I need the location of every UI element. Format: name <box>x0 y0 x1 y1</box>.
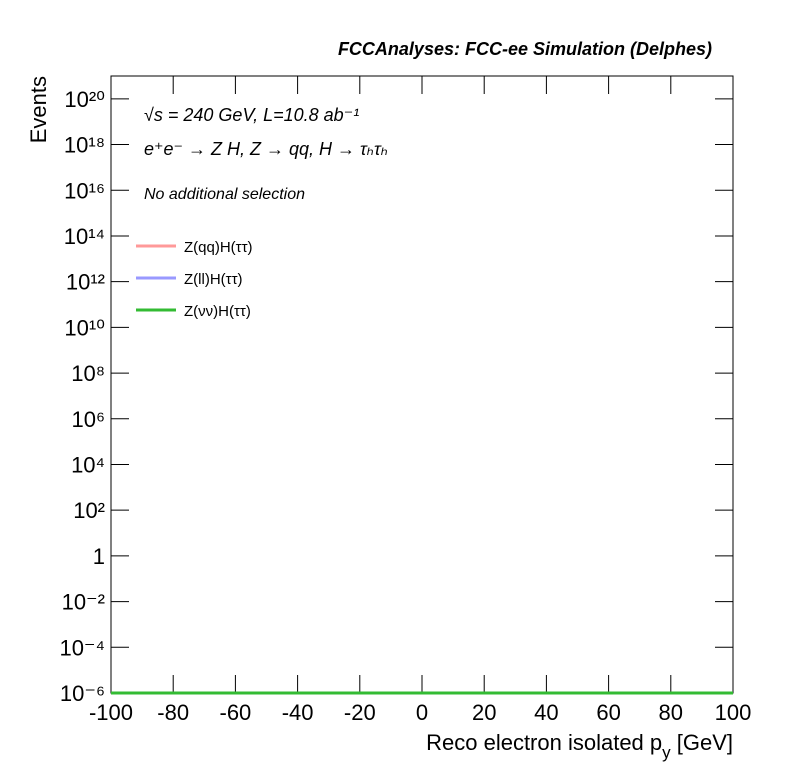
x-tick-label: -40 <box>282 700 314 725</box>
x-label-subscript: y <box>662 743 671 762</box>
y-tick-label: 10¹² <box>66 270 105 295</box>
x-label-unit: [GeV] <box>671 730 733 755</box>
x-tick-label: 40 <box>534 700 558 725</box>
plot-frame <box>110 75 734 694</box>
y-tick-label: 10⁻⁶ <box>60 681 105 706</box>
legend-label: Z(qq)H(ττ) <box>184 239 253 256</box>
x-tick-label: 60 <box>596 700 620 725</box>
annotation: e⁺e⁻ → Z H, Z → qq, H → τₕτₕ <box>144 139 388 159</box>
y-tick-label: 10¹⁸ <box>64 133 105 158</box>
x-tick-label: -100 <box>89 700 133 725</box>
y-tick-label: 10⁻⁴ <box>59 635 105 660</box>
x-label-text: Reco electron isolated p <box>426 730 662 755</box>
x-tick-label: 80 <box>659 700 683 725</box>
y-tick-label: 10⁸ <box>71 361 105 386</box>
legend-label: Z(ll)H(ττ) <box>184 271 243 288</box>
x-tick-label: -60 <box>220 700 252 725</box>
x-tick-label: 20 <box>472 700 496 725</box>
y-axis-label: Events <box>26 76 51 143</box>
annotation: √s = 240 GeV, L=10.8 ab⁻¹ <box>144 105 359 125</box>
y-tick-label: 1 <box>93 544 105 569</box>
x-tick-label: 100 <box>715 700 752 725</box>
y-tick-label: 10⁻² <box>62 590 105 615</box>
y-tick-label: 10⁶ <box>71 407 105 432</box>
x-tick-label: 0 <box>416 700 428 725</box>
y-tick-label: 10¹⁶ <box>64 178 105 203</box>
y-tick-label: 10²⁰ <box>64 87 105 112</box>
x-tick-label: -20 <box>344 700 376 725</box>
annotation: No additional selection <box>144 186 305 203</box>
chart-title: FCCAnalyses: FCC-ee Simulation (Delphes) <box>338 39 712 59</box>
y-tick-label: 10⁴ <box>71 452 105 477</box>
y-tick-label: 10¹⁴ <box>64 224 105 249</box>
x-axis-label: Reco electron isolated py [GeV] <box>426 730 733 762</box>
x-tick-label: -80 <box>157 700 189 725</box>
legend-label: Z(νν)H(ττ) <box>184 303 251 320</box>
y-tick-label: 10² <box>73 498 105 523</box>
y-tick-label: 10¹⁰ <box>64 315 105 340</box>
